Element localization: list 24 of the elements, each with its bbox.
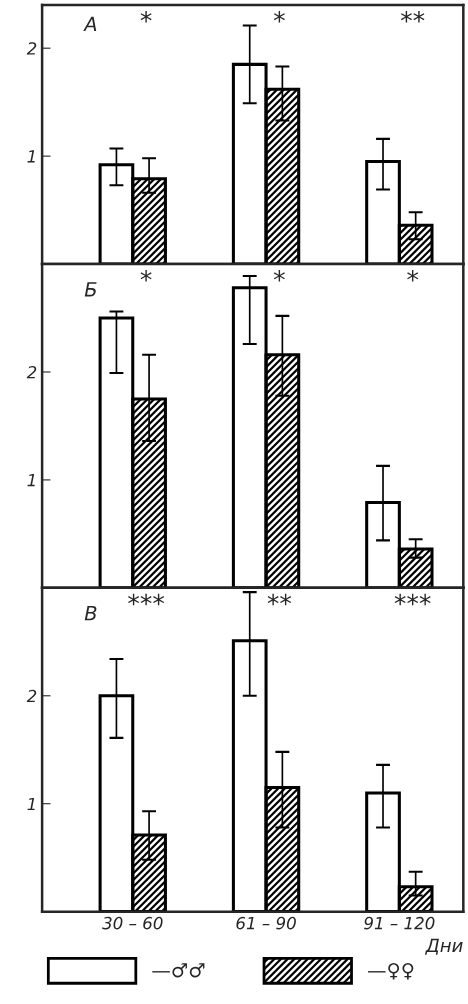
annotation: *	[273, 11, 285, 23]
text: —♀♀	[368, 962, 414, 980]
y-tick-label: 2	[26, 689, 37, 703]
x-tick-label: 91 – 120	[364, 916, 435, 930]
y-tick-label: 2	[26, 365, 37, 379]
annotation: ***	[394, 593, 431, 606]
x-tick-label: 61 – 90	[236, 916, 296, 930]
annotation: *	[407, 270, 419, 282]
chart-title: А	[83, 16, 97, 31]
annotation: ***	[128, 593, 165, 606]
text: Б	[84, 282, 97, 297]
annotation: *	[140, 11, 152, 23]
y-tick-label: 2	[26, 42, 37, 55]
annotation: **	[267, 593, 292, 606]
x-axis-title: Дни	[425, 938, 463, 955]
y-tick-label: 1	[27, 797, 35, 811]
annotation: *	[273, 270, 285, 282]
text: В	[84, 606, 97, 621]
annotation: *	[140, 270, 152, 282]
annotation: **	[400, 11, 425, 23]
y-tick-label: 1	[27, 474, 35, 487]
y-tick-label: 1	[27, 150, 35, 163]
legend-label: —♂♂	[152, 963, 205, 978]
x-tick-label: 30 – 60	[102, 916, 163, 930]
